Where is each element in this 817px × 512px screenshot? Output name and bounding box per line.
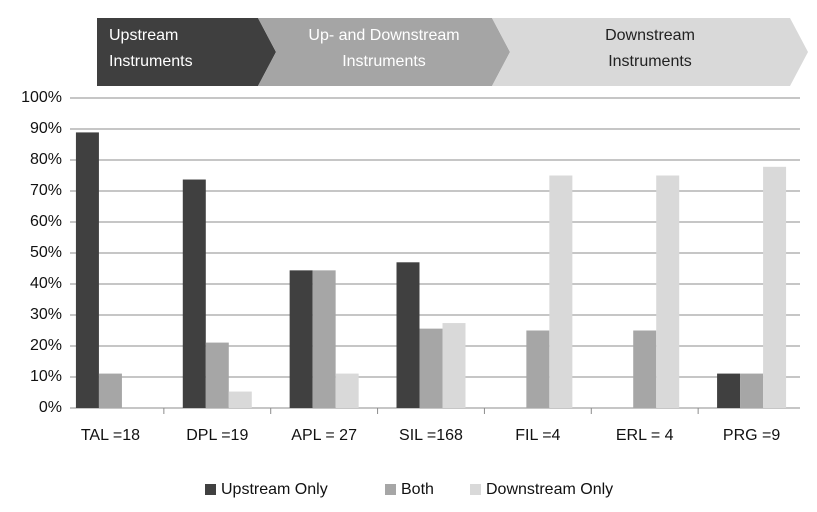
y-tick-label: 70% bbox=[30, 182, 62, 199]
y-tick-label: 50% bbox=[30, 244, 62, 261]
x-tick-label: PRG =9 bbox=[723, 427, 780, 444]
x-tick-label: FIL =4 bbox=[515, 427, 560, 444]
bar bbox=[526, 330, 550, 408]
bar bbox=[633, 330, 657, 408]
legend-label: Both bbox=[401, 481, 434, 498]
banner-arrow bbox=[492, 18, 808, 86]
x-tick-label: ERL = 4 bbox=[616, 427, 674, 444]
banner-label: Up- and Downstream bbox=[308, 27, 459, 44]
bar bbox=[419, 328, 443, 408]
y-tick-label: 40% bbox=[30, 275, 62, 292]
bar bbox=[335, 373, 359, 408]
legend-swatch bbox=[470, 484, 481, 495]
x-tick-label: TAL =18 bbox=[81, 427, 140, 444]
banner-label: Upstream bbox=[109, 27, 178, 44]
banner-label: Instruments bbox=[109, 53, 193, 70]
legend-swatch bbox=[205, 484, 216, 495]
y-tick-label: 60% bbox=[30, 213, 62, 230]
y-tick-label: 100% bbox=[21, 89, 62, 106]
bar bbox=[228, 391, 252, 408]
y-tick-label: 30% bbox=[30, 306, 62, 323]
y-tick-label: 20% bbox=[30, 337, 62, 354]
x-tick-label: SIL =168 bbox=[399, 427, 463, 444]
bar bbox=[717, 373, 741, 408]
y-tick-label: 90% bbox=[30, 120, 62, 137]
banner-arrow bbox=[97, 18, 276, 86]
bar bbox=[289, 270, 313, 408]
bar bbox=[205, 342, 229, 408]
x-tick-label: DPL =19 bbox=[186, 427, 248, 444]
bar bbox=[656, 175, 680, 408]
banner-arrow bbox=[258, 18, 510, 86]
x-tick-label: APL = 27 bbox=[291, 427, 357, 444]
y-tick-label: 10% bbox=[30, 368, 62, 385]
bar bbox=[396, 262, 420, 408]
bar bbox=[98, 373, 122, 408]
legend-label: Downstream Only bbox=[486, 481, 613, 498]
legend-swatch bbox=[385, 484, 396, 495]
y-tick-label: 80% bbox=[30, 151, 62, 168]
bar bbox=[312, 270, 336, 408]
y-tick-label: 0% bbox=[39, 399, 62, 416]
bar bbox=[549, 175, 573, 408]
banner-label: Instruments bbox=[608, 53, 692, 70]
legend-label: Upstream Only bbox=[221, 481, 328, 498]
bar bbox=[75, 132, 99, 408]
bar bbox=[740, 373, 764, 408]
bar bbox=[182, 179, 206, 408]
bar bbox=[763, 166, 787, 408]
banner-label: Downstream bbox=[605, 27, 695, 44]
bar bbox=[442, 323, 466, 408]
banner-label: Instruments bbox=[342, 53, 426, 70]
